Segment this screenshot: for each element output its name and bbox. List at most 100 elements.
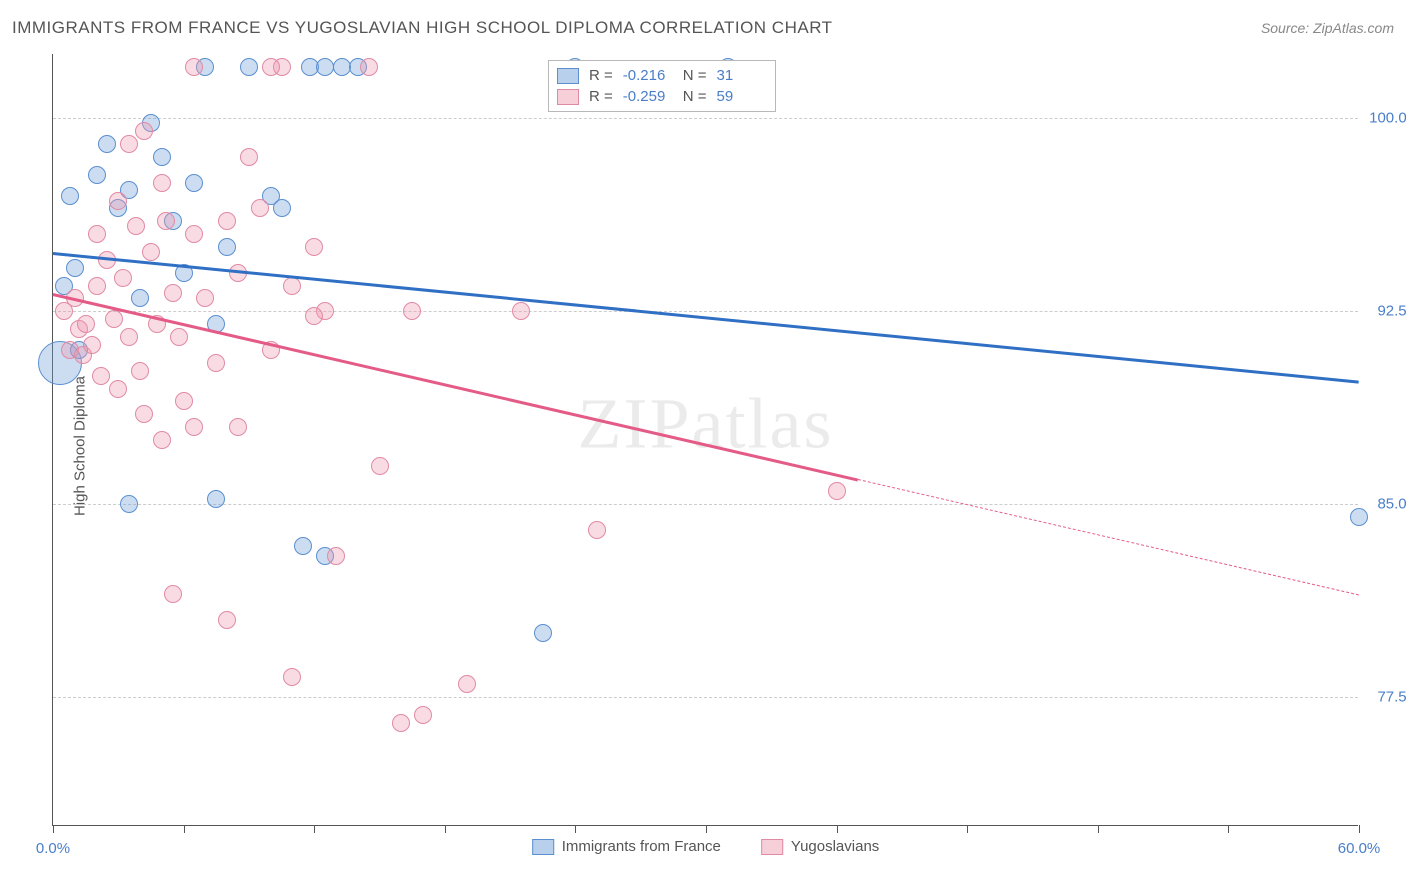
data-point bbox=[251, 199, 269, 217]
x-tick bbox=[184, 825, 185, 833]
x-tick bbox=[53, 825, 54, 833]
data-point bbox=[153, 174, 171, 192]
data-point bbox=[218, 212, 236, 230]
stat-n-label: N = bbox=[683, 67, 707, 84]
trend-line-extrapolated bbox=[858, 479, 1359, 595]
data-point bbox=[305, 238, 323, 256]
x-tick bbox=[445, 825, 446, 833]
data-point bbox=[218, 238, 236, 256]
data-point bbox=[414, 706, 432, 724]
data-point bbox=[360, 58, 378, 76]
y-tick-label: 85.0% bbox=[1364, 496, 1406, 513]
data-point bbox=[135, 405, 153, 423]
data-point bbox=[88, 225, 106, 243]
data-point bbox=[157, 212, 175, 230]
data-point bbox=[83, 336, 101, 354]
data-point bbox=[66, 259, 84, 277]
legend-swatch bbox=[557, 68, 579, 84]
stat-r-label: R = bbox=[589, 88, 613, 105]
data-point bbox=[114, 269, 132, 287]
y-tick-label: 100.0% bbox=[1364, 110, 1406, 127]
gridline-h bbox=[53, 311, 1358, 312]
bottom-legend: Immigrants from France Yugoslavians bbox=[532, 838, 880, 855]
data-point bbox=[262, 58, 280, 76]
stat-n-value: 31 bbox=[717, 67, 767, 84]
stat-r-value: -0.216 bbox=[623, 67, 673, 84]
data-point bbox=[185, 174, 203, 192]
legend-swatch bbox=[532, 839, 554, 855]
x-tick bbox=[967, 825, 968, 833]
data-point bbox=[109, 380, 127, 398]
gridline-h bbox=[53, 697, 1358, 698]
data-point bbox=[392, 714, 410, 732]
data-point bbox=[240, 58, 258, 76]
y-tick-label: 77.5% bbox=[1364, 689, 1406, 706]
stat-n-label: N = bbox=[683, 88, 707, 105]
data-point bbox=[175, 392, 193, 410]
source-label: Source: ZipAtlas.com bbox=[1261, 20, 1394, 36]
data-point bbox=[61, 187, 79, 205]
data-point bbox=[153, 431, 171, 449]
data-point bbox=[120, 135, 138, 153]
legend-swatch bbox=[557, 89, 579, 105]
data-point bbox=[240, 148, 258, 166]
data-point bbox=[120, 495, 138, 513]
data-point bbox=[164, 284, 182, 302]
data-point bbox=[512, 302, 530, 320]
gridline-h bbox=[53, 118, 1358, 119]
x-tick bbox=[837, 825, 838, 833]
data-point bbox=[273, 199, 291, 217]
y-tick-label: 92.5% bbox=[1364, 303, 1406, 320]
data-point bbox=[185, 418, 203, 436]
x-tick bbox=[706, 825, 707, 833]
data-point bbox=[588, 521, 606, 539]
data-point bbox=[458, 675, 476, 693]
x-tick bbox=[1098, 825, 1099, 833]
stats-row: R = -0.259 N = 59 bbox=[557, 86, 767, 107]
data-point bbox=[131, 289, 149, 307]
data-point bbox=[196, 289, 214, 307]
data-point bbox=[131, 362, 149, 380]
data-point bbox=[127, 217, 145, 235]
stat-r-value: -0.259 bbox=[623, 88, 673, 105]
data-point bbox=[88, 166, 106, 184]
data-point bbox=[170, 328, 188, 346]
stats-row: R = -0.216 N = 31 bbox=[557, 65, 767, 86]
data-point bbox=[403, 302, 421, 320]
data-point bbox=[316, 58, 334, 76]
data-point bbox=[305, 307, 323, 325]
data-point bbox=[534, 624, 552, 642]
gridline-h bbox=[53, 504, 1358, 505]
data-point bbox=[218, 611, 236, 629]
legend-label: Yugoslavians bbox=[791, 838, 879, 855]
data-point bbox=[120, 328, 138, 346]
data-point bbox=[371, 457, 389, 475]
data-point bbox=[92, 367, 110, 385]
data-point bbox=[153, 148, 171, 166]
data-point bbox=[294, 537, 312, 555]
data-point bbox=[77, 315, 95, 333]
data-point bbox=[185, 225, 203, 243]
data-point bbox=[109, 192, 127, 210]
data-point bbox=[88, 277, 106, 295]
legend-swatch bbox=[761, 839, 783, 855]
data-point bbox=[283, 277, 301, 295]
trend-line bbox=[53, 252, 1359, 383]
data-point bbox=[98, 135, 116, 153]
data-point bbox=[283, 668, 301, 686]
x-tick bbox=[1359, 825, 1360, 833]
x-tick bbox=[314, 825, 315, 833]
data-point bbox=[327, 547, 345, 565]
legend-label: Immigrants from France bbox=[562, 838, 721, 855]
data-point bbox=[1350, 508, 1368, 526]
data-point bbox=[164, 585, 182, 603]
data-point bbox=[207, 490, 225, 508]
stat-n-value: 59 bbox=[717, 88, 767, 105]
chart-title: IMMIGRANTS FROM FRANCE VS YUGOSLAVIAN HI… bbox=[12, 18, 833, 38]
legend-item: Immigrants from France bbox=[532, 838, 721, 855]
x-tick-label: 60.0% bbox=[1338, 840, 1381, 857]
stat-r-label: R = bbox=[589, 67, 613, 84]
x-tick bbox=[575, 825, 576, 833]
x-tick bbox=[1228, 825, 1229, 833]
data-point bbox=[207, 354, 225, 372]
